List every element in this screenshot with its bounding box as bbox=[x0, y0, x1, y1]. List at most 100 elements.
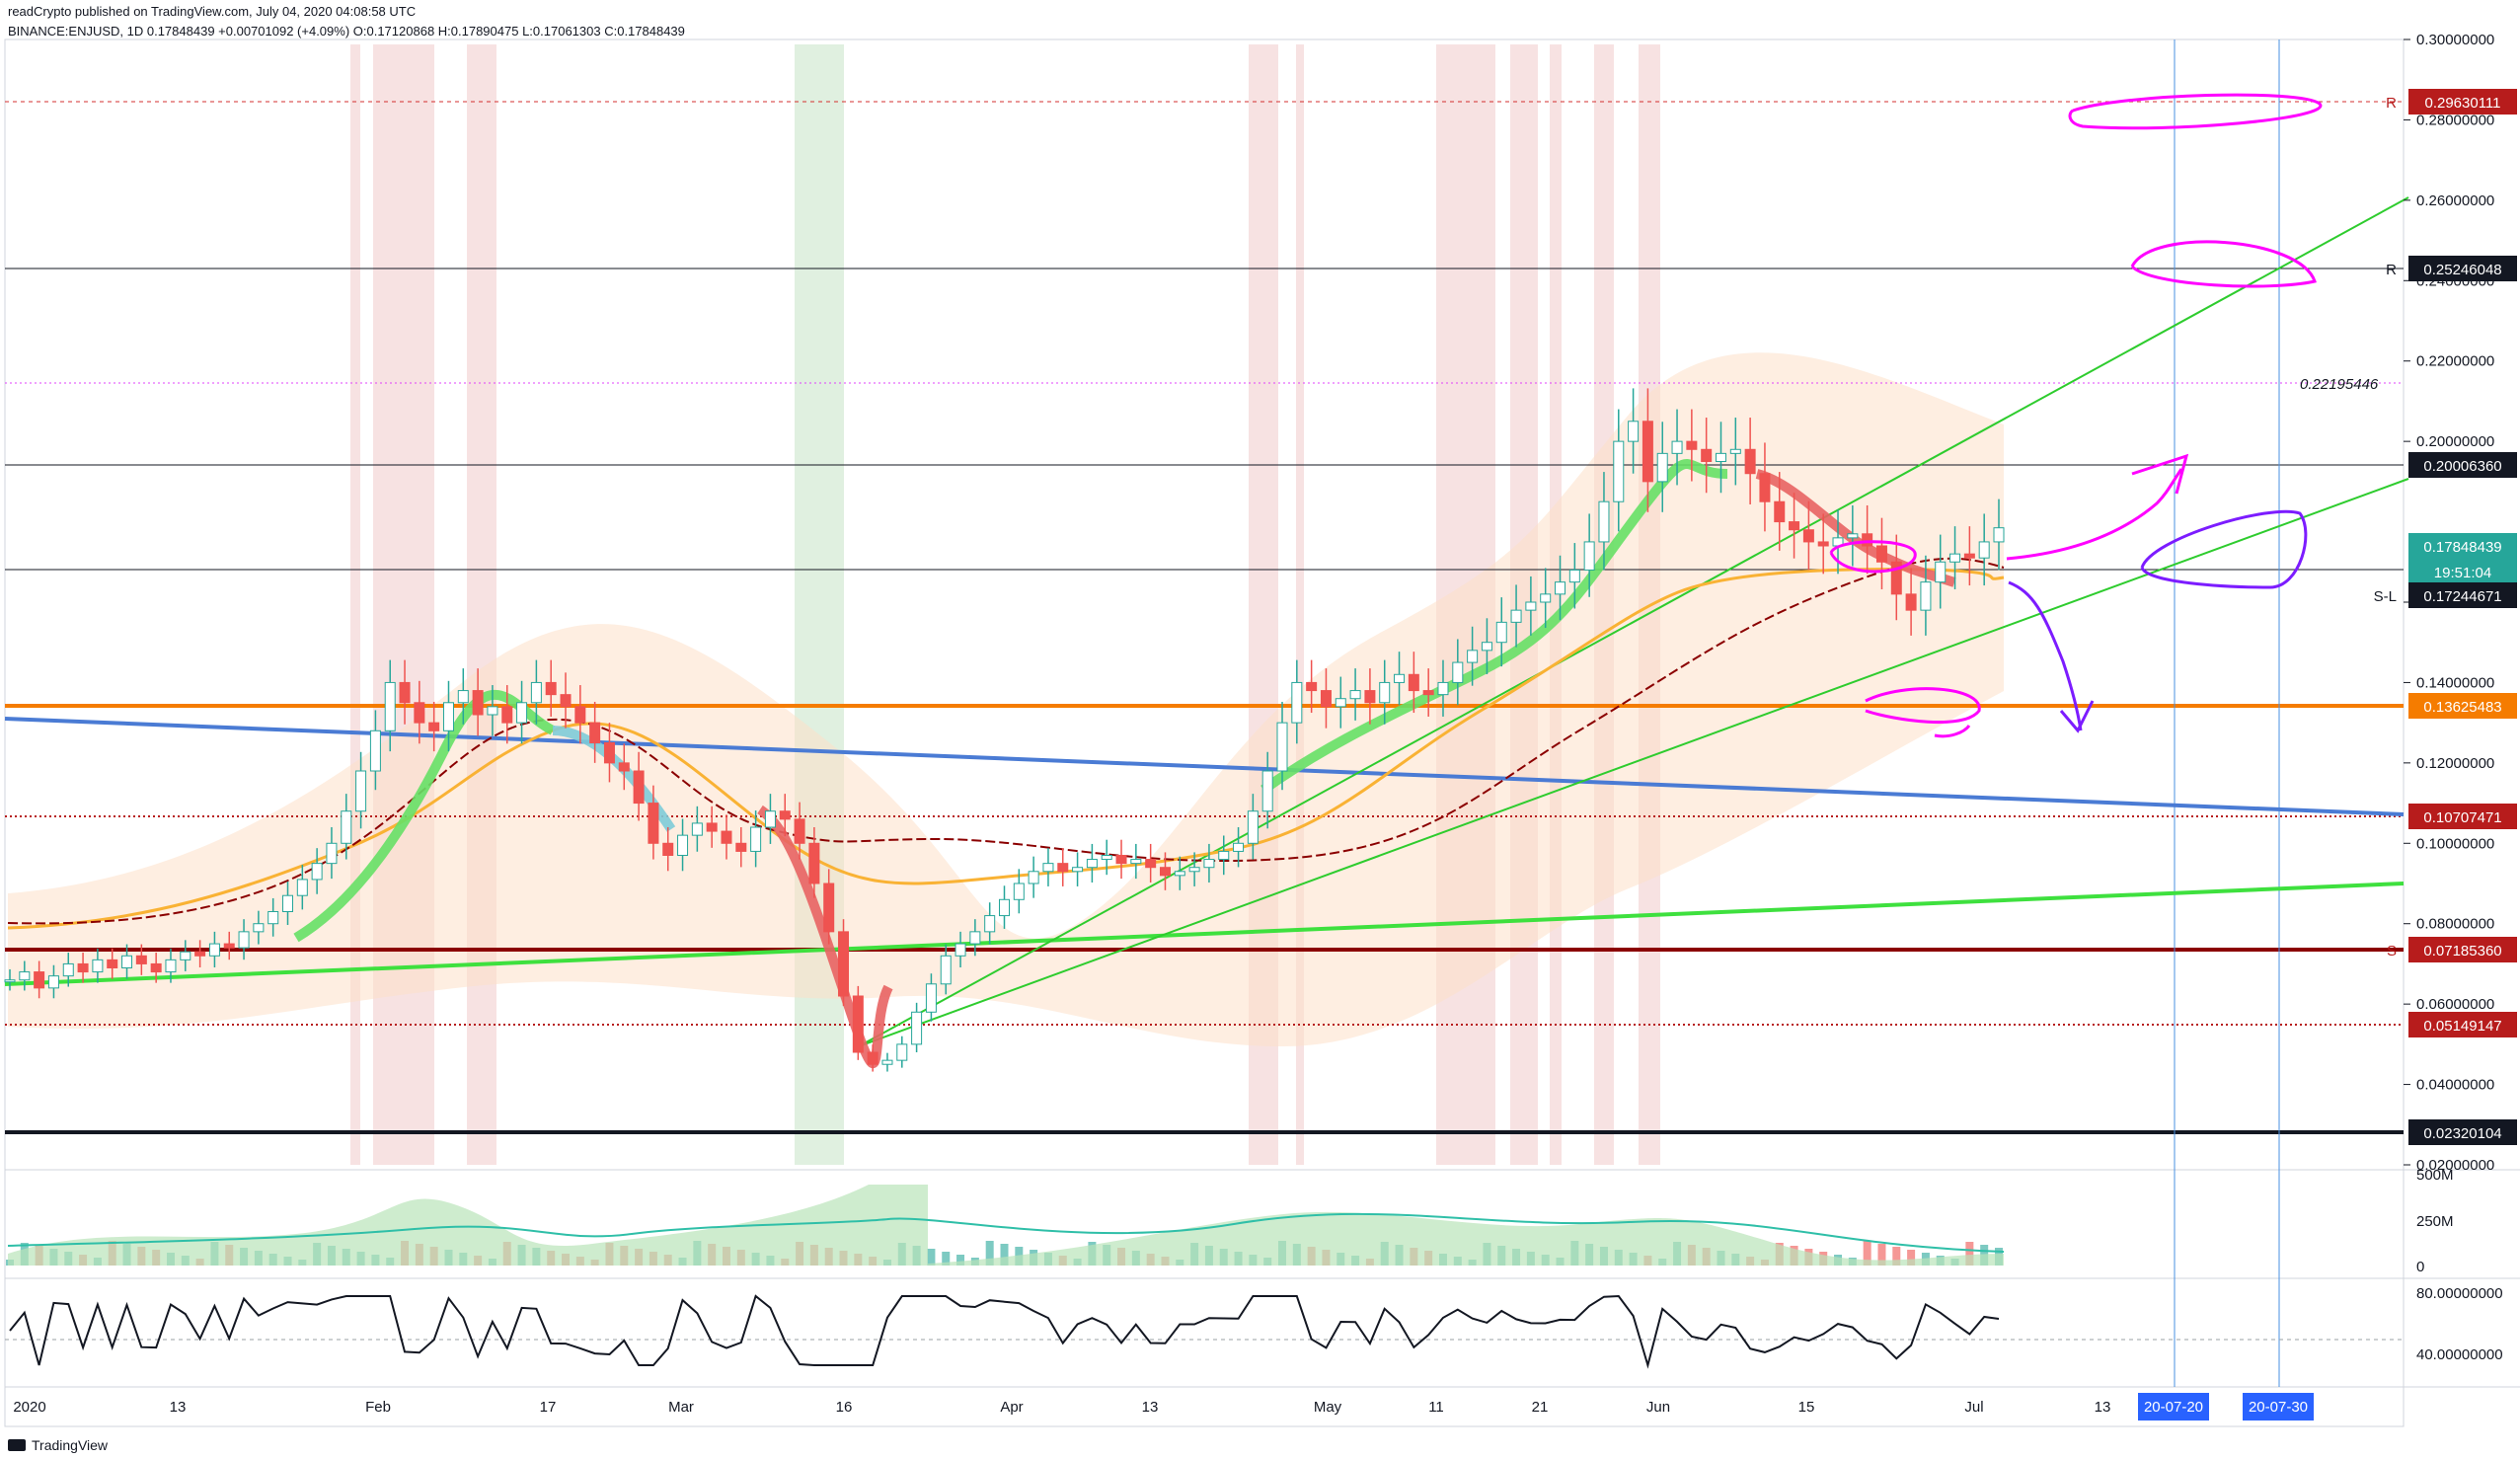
candle-body bbox=[1978, 541, 1990, 559]
moving-average-dark bbox=[7, 557, 2005, 925]
candle-body bbox=[1568, 569, 1580, 583]
x-tick-label: 13 bbox=[2095, 1399, 2111, 1416]
candle-body bbox=[267, 911, 279, 925]
price-tag-value: 0.25246048 bbox=[2423, 262, 2501, 278]
candle-body bbox=[618, 762, 630, 772]
candle-body bbox=[501, 706, 513, 724]
y-tick-label: 0.26000000 bbox=[2416, 192, 2494, 209]
trend-ribbon-green-2 bbox=[1260, 459, 1728, 795]
y-tick-label: 0.28000000 bbox=[2416, 112, 2494, 128]
candle-body bbox=[969, 931, 981, 945]
candle-body bbox=[4, 979, 16, 983]
candle-body bbox=[1759, 473, 1771, 502]
volume-ma-line bbox=[7, 1212, 2005, 1253]
candle-body bbox=[1115, 855, 1127, 865]
candle-body bbox=[472, 690, 484, 716]
candle-body bbox=[1686, 440, 1698, 450]
rsi-line bbox=[9, 1294, 2000, 1369]
candle-body bbox=[1203, 859, 1215, 869]
volume-axis: 500M 250M 0 bbox=[2416, 1167, 2454, 1275]
candle-body bbox=[881, 1059, 893, 1065]
candle-body bbox=[1261, 770, 1273, 812]
price-tag-marker: R bbox=[2386, 262, 2397, 278]
price-tag-marker: S-L bbox=[2374, 588, 2397, 605]
candle-body bbox=[1555, 581, 1566, 595]
candle-body bbox=[1233, 842, 1245, 852]
volume-tick-label: 500M bbox=[2416, 1167, 2454, 1184]
candle-body bbox=[1013, 883, 1025, 900]
event-band bbox=[350, 44, 360, 1165]
price-tag-value: 19:51:04 bbox=[2434, 565, 2491, 581]
candle-body bbox=[1218, 850, 1230, 861]
candle-body bbox=[414, 702, 425, 724]
event-band bbox=[467, 44, 496, 1165]
price-tag-level bbox=[2408, 693, 2517, 719]
candle-body bbox=[208, 943, 220, 957]
candle-body bbox=[560, 694, 572, 708]
green-channel-upper bbox=[858, 196, 2409, 1047]
candle-body bbox=[1598, 500, 1610, 543]
candle-body bbox=[823, 883, 835, 933]
price-tag-level bbox=[2408, 452, 2517, 478]
price-tag-value: 0.07185360 bbox=[2423, 943, 2501, 960]
x-tick-label: May bbox=[1314, 1399, 1342, 1416]
price-tag-resistance bbox=[2408, 256, 2517, 281]
price-tag-marker: R bbox=[2386, 95, 2397, 112]
candle-body bbox=[442, 702, 454, 731]
x-tick-label: 11 bbox=[1428, 1399, 1444, 1416]
candle-body bbox=[1993, 527, 2005, 543]
candle-body bbox=[92, 959, 104, 973]
x-tick-label: Jun bbox=[1646, 1399, 1670, 1416]
candle-body bbox=[296, 879, 308, 896]
candle-body bbox=[1671, 440, 1683, 454]
event-band bbox=[1296, 44, 1304, 1165]
price-tag-level bbox=[2408, 1119, 2517, 1145]
candle-body bbox=[238, 931, 250, 949]
chart-header-publisher: readCrypto published on TradingView.com,… bbox=[8, 4, 417, 19]
y-tick-label: 0.02000000 bbox=[2416, 1157, 2494, 1174]
candle-body bbox=[1188, 867, 1200, 873]
candle-body bbox=[77, 962, 89, 973]
trend-ribbon-red-2 bbox=[1755, 469, 1956, 587]
candle-body bbox=[1802, 529, 1814, 543]
candle-body bbox=[1394, 673, 1406, 683]
volume-bar bbox=[956, 1255, 965, 1266]
price-tag-value: 0.10707471 bbox=[2423, 809, 2501, 826]
chart-header-symbol: BINANCE:ENJUSD, 1D 0.17848439 +0.0070109… bbox=[8, 24, 685, 38]
candle-body bbox=[1467, 650, 1479, 663]
candle-body bbox=[428, 722, 440, 731]
candle-body bbox=[1291, 681, 1303, 724]
candle-body bbox=[984, 915, 996, 933]
x-tick-label: 13 bbox=[1142, 1399, 1159, 1416]
candle-body bbox=[1042, 863, 1054, 873]
rsi-axis: 80.00000000 40.00000000 bbox=[2416, 1285, 2503, 1363]
candle-body bbox=[253, 923, 265, 933]
candle-body bbox=[1656, 452, 1668, 483]
volume-bar bbox=[985, 1241, 994, 1266]
tradingview-logo-text: TradingView bbox=[32, 1437, 109, 1453]
price-tag-value: 0.02320104 bbox=[2423, 1125, 2501, 1142]
candle-body bbox=[1086, 859, 1098, 869]
volume-tick-label: 250M bbox=[2416, 1213, 2454, 1230]
tradingview-logo-icon bbox=[8, 1439, 26, 1451]
candle-body bbox=[706, 822, 718, 832]
candle-body bbox=[808, 842, 820, 884]
price-tag-value: 0.29630111 bbox=[2424, 95, 2500, 112]
date-marker-tag bbox=[2243, 1393, 2314, 1421]
price-tag-value: 0.05149147 bbox=[2423, 1018, 2501, 1035]
candle-body bbox=[1963, 553, 1975, 559]
candle-body bbox=[19, 971, 31, 981]
candle-body bbox=[1379, 681, 1391, 704]
candle-body bbox=[457, 690, 469, 704]
downtrend-arrow-annotation bbox=[2008, 580, 2083, 731]
candle-body bbox=[1335, 698, 1346, 708]
price-tag-level bbox=[2408, 804, 2517, 829]
tradingview-logo[interactable]: TradingView bbox=[8, 1437, 108, 1453]
candle-body bbox=[1774, 500, 1786, 523]
volume-bar bbox=[927, 1249, 936, 1266]
y-tick-label: 0.06000000 bbox=[2416, 996, 2494, 1013]
candle-body bbox=[589, 722, 601, 744]
candle-body bbox=[399, 681, 411, 704]
candle-body bbox=[691, 822, 703, 836]
